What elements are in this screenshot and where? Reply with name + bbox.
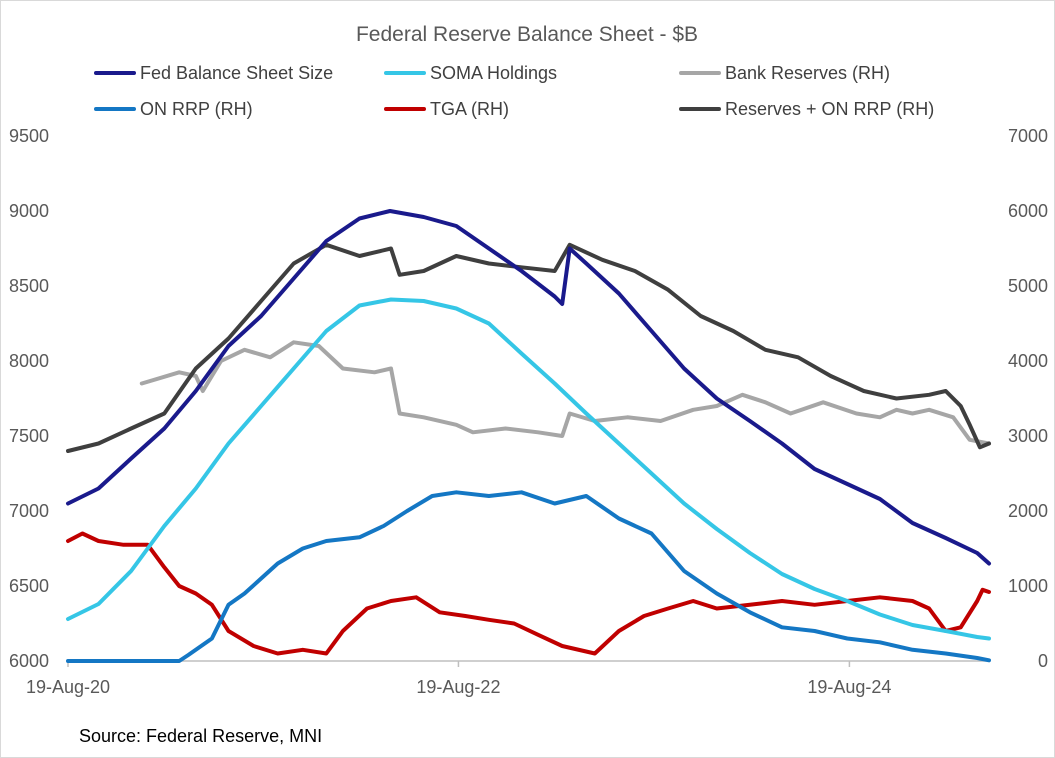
y-left-tick-label: 6500 <box>9 576 49 596</box>
y-right-tick-label: 0 <box>1038 651 1048 671</box>
y-left-tick-label: 6000 <box>9 651 49 671</box>
chart-legend: Fed Balance Sheet Size SOMA Holdings Bank … <box>94 63 934 119</box>
legend-item: Fed Balance Sheet Size <box>94 63 333 83</box>
y-left-tick-label: 7500 <box>9 426 49 446</box>
x-axis: 19-Aug-20 19-Aug-22 19-Aug-24 <box>26 660 989 697</box>
legend-item: Bank Reserves (RH) <box>679 63 890 83</box>
series-line-bank-reserves-rh <box>139 340 991 446</box>
y-right-tick-label: 7000 <box>1008 126 1048 146</box>
chart-title: Federal Reserve Balance Sheet - $B <box>356 23 698 46</box>
y-right-tick-label: 1000 <box>1008 576 1048 596</box>
y-right-tick-label: 2000 <box>1008 501 1048 521</box>
x-tick-label: 19-Aug-22 <box>416 677 500 697</box>
legend-item: Reserves + ON RRP (RH) <box>679 99 934 119</box>
series-line-soma-holdings <box>66 297 991 641</box>
series-line-on-rrp-rh <box>66 490 991 663</box>
y-left-tick-label: 9000 <box>9 201 49 221</box>
legend-label: SOMA Holdings <box>430 63 557 83</box>
legend-label: Fed Balance Sheet Size <box>140 63 333 83</box>
x-tick-label: 19-Aug-20 <box>26 677 110 697</box>
series-line-reserves-on-rrp-rh <box>66 242 991 453</box>
left-y-axis: 6000 6500 7000 7500 8000 8500 9000 9500 <box>9 126 49 671</box>
legend-item: SOMA Holdings <box>384 63 557 83</box>
y-right-tick-label: 4000 <box>1008 351 1048 371</box>
series-line-tga-rh <box>66 531 991 656</box>
chart-source: Source: Federal Reserve, MNI <box>79 726 322 746</box>
y-left-tick-label: 7000 <box>9 501 49 521</box>
legend-item: TGA (RH) <box>384 99 509 119</box>
legend-label: Reserves + ON RRP (RH) <box>725 99 934 119</box>
y-left-tick-label: 8500 <box>9 276 49 296</box>
legend-item: ON RRP (RH) <box>94 99 253 119</box>
y-left-tick-label: 9500 <box>9 126 49 146</box>
legend-label: Bank Reserves (RH) <box>725 63 890 83</box>
x-tick-label: 19-Aug-24 <box>807 677 891 697</box>
y-left-tick-label: 8000 <box>9 351 49 371</box>
legend-label: TGA (RH) <box>430 99 509 119</box>
series-layer <box>66 209 991 663</box>
y-right-tick-label: 3000 <box>1008 426 1048 446</box>
legend-label: ON RRP (RH) <box>140 99 253 119</box>
y-right-tick-label: 5000 <box>1008 276 1048 296</box>
right-y-axis: 0 1000 2000 3000 4000 5000 6000 7000 <box>1008 126 1048 671</box>
y-right-tick-label: 6000 <box>1008 201 1048 221</box>
series-line-fed-balance-sheet-size <box>66 209 991 566</box>
